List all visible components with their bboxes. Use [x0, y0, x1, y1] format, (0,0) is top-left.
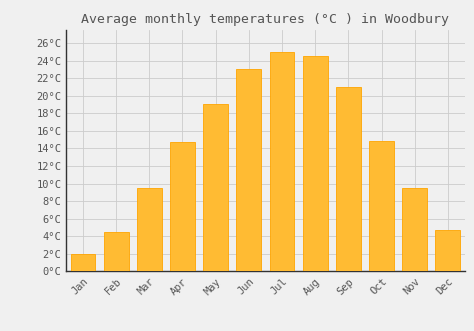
Bar [369, 141, 394, 271]
Bar [71, 254, 95, 271]
Bar [336, 87, 361, 271]
Title: Average monthly temperatures (°C ) in Woodbury: Average monthly temperatures (°C ) in Wo… [82, 13, 449, 26]
Bar [303, 56, 328, 271]
Bar [270, 52, 294, 271]
Bar [237, 69, 261, 271]
Bar [203, 105, 228, 271]
Bar [137, 188, 162, 271]
Bar [170, 142, 195, 271]
Bar [104, 232, 128, 271]
Bar [402, 188, 427, 271]
Bar [436, 230, 460, 271]
